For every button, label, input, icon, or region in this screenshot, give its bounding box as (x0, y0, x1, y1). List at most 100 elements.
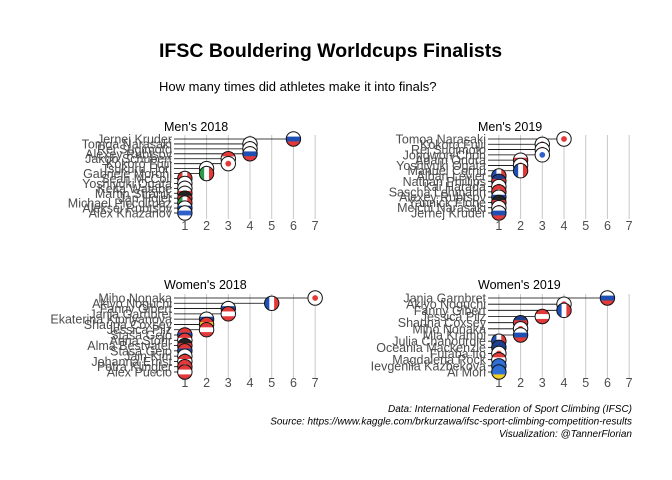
flag-france-icon (556, 303, 572, 318)
flag-slovenia-icon (513, 327, 528, 343)
athlete-label: Staša Gejo (110, 329, 172, 343)
athlete-label: Jernej Kruder (411, 207, 486, 221)
athlete-label: Jongwon Chon (403, 148, 486, 162)
athlete-label: Futaba Ito (430, 347, 486, 361)
athlete-label: Tsukuru Hori (102, 162, 172, 176)
athlete-label: Jessica Pilz (421, 310, 486, 324)
caption: Data: International Federation of Sport … (270, 404, 632, 440)
athlete-label: Nathan Phillips (403, 175, 486, 189)
athlete-point (177, 205, 193, 221)
athlete-label: Yoshiyuki Ogata (396, 159, 486, 173)
athlete-label: Jessica Pilz (107, 323, 172, 337)
athlete-label: Yoshiyuki Ogata (82, 177, 172, 191)
athlete-point (512, 163, 529, 179)
x-tick-label: 6 (604, 376, 611, 390)
athlete-point (242, 146, 258, 162)
athlete-point (177, 364, 193, 380)
athlete-point (220, 155, 236, 172)
athlete-label: Mia Krampl (423, 329, 486, 343)
x-tick-label: 6 (290, 376, 297, 390)
x-tick-label: 3 (225, 219, 232, 233)
athlete-label: Kokoro Fujii (106, 157, 172, 171)
athlete-label: Shauna Coxsey (398, 316, 487, 330)
athlete-label: Tomoa Narasaki (82, 137, 172, 151)
athlete-point (307, 290, 323, 306)
athlete-label: Keita Watabe (97, 182, 172, 196)
flag-japan-icon (307, 290, 323, 306)
athlete-point (534, 147, 550, 163)
athlete-label: Janja Garnbret (89, 307, 172, 321)
athlete-label: Stasa Gejo (110, 344, 172, 358)
x-tick-label: 7 (626, 219, 633, 233)
athlete-label: Alma Bestvater (87, 339, 172, 353)
x-tick-label: 6 (604, 219, 611, 233)
athlete-label: Ievgeniia Kazbekova (371, 359, 486, 373)
flag-slovenia-icon (286, 131, 301, 147)
flag-korea-icon (535, 147, 550, 163)
caption-line: Source: https://www.kaggle.com/brkurzawa… (270, 417, 632, 428)
flag-austria-icon (221, 306, 236, 322)
athlete-label: Gabriele Moroni (83, 167, 172, 181)
flag-russia-icon (242, 146, 258, 162)
flag-japan-icon (556, 131, 572, 147)
panel-title: Men's 2019 (478, 120, 542, 134)
athlete-label: Akiyo Noguchi (406, 298, 486, 312)
athlete-label: Rei Sugimoto (97, 142, 172, 156)
athlete-label: Akiyo Noguchi (92, 297, 172, 311)
x-tick-label: 5 (582, 376, 589, 390)
athlete-point (534, 308, 550, 325)
athlete-label: Manuel Cornu (407, 164, 486, 178)
athlete-label: Ekaterina Kipriyanova (50, 313, 172, 327)
athlete-label: Magdalena Röck (392, 353, 487, 367)
flag-usa-icon (177, 364, 193, 380)
x-tick-label: 2 (203, 376, 210, 390)
x-tick-label: 4 (561, 376, 568, 390)
flag-france-icon (264, 296, 279, 311)
x-tick-label: 4 (247, 376, 254, 390)
flag-france-icon (513, 163, 528, 178)
athlete-label: Julia Chanourdie (392, 335, 486, 349)
athlete-label: Jakob Schubert (85, 152, 172, 166)
flag-slovenia-icon (491, 205, 507, 221)
athlete-point (512, 327, 529, 343)
athlete-point (491, 205, 507, 221)
athlete-point (599, 290, 616, 306)
athlete-label: Alex Puccio (107, 366, 172, 380)
athlete-label: Jan Hojer (119, 192, 173, 206)
athlete-label: Kokoro Fujii (420, 138, 486, 152)
athlete-label: Kai Harada (423, 180, 486, 194)
athlete-label: Meichi Narasaki (397, 201, 486, 215)
athlete-point (491, 364, 507, 380)
x-tick-label: 3 (539, 219, 546, 233)
athlete-label: Sascha Lehmann (389, 185, 486, 199)
athlete-point (264, 295, 280, 311)
x-tick-label: 5 (268, 376, 275, 390)
athlete-label: Sean McColl (101, 172, 172, 186)
x-tick-label: 4 (561, 219, 568, 233)
athlete-label: Rei Sugimoto (411, 143, 486, 157)
athlete-label: Adam Ondra (415, 154, 486, 168)
athlete-label: Martin Stranik (95, 187, 173, 201)
x-tick-label: 1 (181, 219, 188, 233)
x-tick-label: 5 (582, 219, 589, 233)
athlete-label: Janja Garnbret (403, 292, 486, 306)
athlete-label: Alban Levier (417, 170, 487, 184)
athlete-label: Tomoa Narasaki (396, 133, 486, 147)
x-tick-label: 2 (203, 219, 210, 233)
x-tick-label: 1 (181, 376, 188, 390)
athlete-label: Michael Piccolruaz (68, 197, 172, 211)
athlete-label: Jernej Kruder (97, 133, 172, 147)
athlete-label: Shauna Coxsey (84, 318, 173, 332)
x-tick-label: 4 (247, 219, 254, 233)
athlete-label: Jain Kim (124, 350, 172, 364)
panel-title: Women's 2019 (478, 278, 561, 292)
athlete-label: Fanny Gibert (414, 304, 487, 318)
athlete-label: Anna Stöhr (109, 334, 172, 348)
athlete-label: Aleksei Rubtsov (82, 202, 172, 216)
x-tick-label: 3 (539, 376, 546, 390)
